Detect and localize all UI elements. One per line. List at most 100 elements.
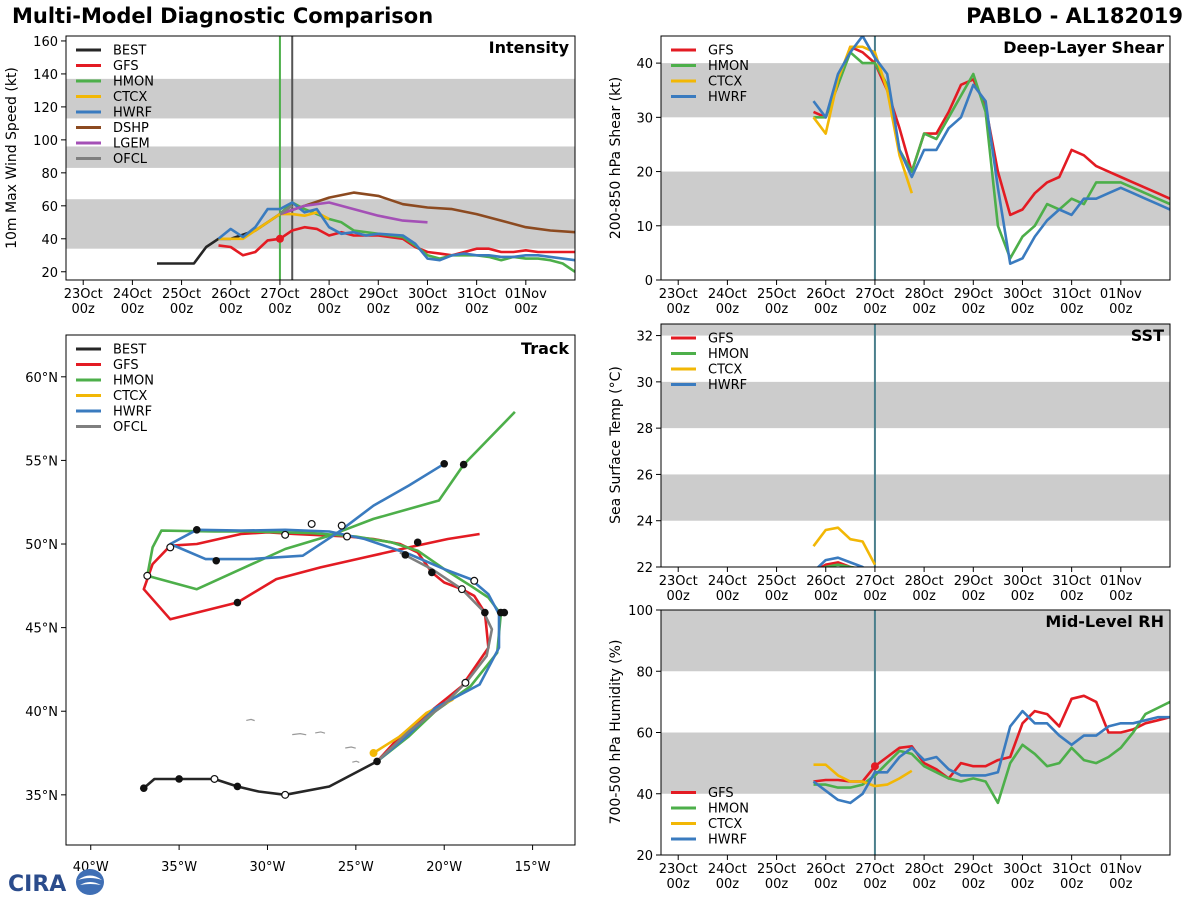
rh-xtick-hour: 00z [765, 877, 789, 892]
track-point-gfs-open [281, 530, 290, 539]
intensity-legend-label-ctcx: CTCX [113, 90, 147, 105]
intensity-legend-label-best: BEST [113, 44, 146, 59]
track-point-best-filled [233, 782, 242, 791]
intensity-xtick-date: 23Oct [64, 287, 103, 302]
intensity-ytick-label: 60 [41, 200, 58, 215]
rh-gfs-current-marker [870, 762, 879, 771]
rh-band-1 [661, 610, 1170, 672]
track-xtick-label: 35°W [161, 860, 197, 875]
track-point-hwrf-open [337, 521, 346, 530]
rh-ytick-label: 60 [636, 727, 653, 742]
rh-xtick-hour: 00z [1109, 877, 1133, 892]
rh-ytick-label: 100 [628, 605, 653, 619]
island-outline [246, 718, 255, 722]
track-point-best-filled [175, 775, 183, 783]
track-point-gfs-filled [413, 538, 422, 547]
rh-legend-label-ctcx: CTCX [708, 817, 742, 832]
track-point-ctcx-start [369, 749, 378, 758]
rh-title: Mid-Level RH [1045, 612, 1164, 631]
track-point-best-open [281, 790, 290, 799]
shear-ytick-label: 0 [645, 274, 653, 289]
track-point-gfs-open [343, 532, 352, 541]
sst-ytick-label: 32 [636, 330, 653, 345]
track-ytick-label: 40°N [25, 705, 58, 720]
rh-xtick-hour: 00z [912, 877, 936, 892]
track-point-ofcl-open [461, 678, 470, 687]
island-outline [315, 731, 326, 734]
shear-ytick-label: 30 [636, 111, 653, 126]
intensity-y-label: 10m Max Wind Speed (kt) [4, 67, 20, 249]
rh-xtick-date: 23Oct [659, 862, 698, 877]
intensity-ytick-label: 120 [33, 101, 58, 116]
sst-xtick-date: 30Oct [1003, 574, 1042, 589]
shear-xtick-date: 26Oct [806, 287, 845, 302]
cira-logo: CIRA [8, 869, 104, 897]
rh-xtick-hour: 00z [667, 877, 691, 892]
intensity-xtick-hour: 00z [268, 302, 292, 317]
rh-ytick-label: 20 [636, 849, 653, 864]
intensity-xtick-hour: 00z [121, 302, 145, 317]
shear-xtick-date: 24Oct [708, 287, 747, 302]
sst-xtick-date: 28Oct [905, 574, 944, 589]
intensity-ytick-label: 100 [33, 134, 58, 149]
track-point-hwrf-open [307, 519, 316, 528]
intensity-band-2 [66, 78, 575, 119]
shear-xtick-hour: 00z [1060, 302, 1084, 317]
intensity-legend-label-hmon: HMON [113, 75, 154, 90]
intensity-band-1 [66, 146, 575, 168]
rh-xtick-date: 27Oct [855, 862, 894, 877]
intensity-ytick-label: 20 [41, 266, 58, 281]
shear-xtick-hour: 00z [962, 302, 986, 317]
rh-xtick-hour: 00z [716, 877, 740, 892]
intensity-xtick-date: 29Oct [359, 287, 398, 302]
track-point-hwrf-filled [401, 551, 410, 559]
intensity-ytick-label: 40 [41, 233, 58, 248]
intensity-ytick-label: 140 [33, 68, 58, 83]
intensity-series-ctcx [218, 211, 330, 241]
rh-xtick-date: 30Oct [1003, 862, 1042, 877]
rh-xtick-date: 29Oct [954, 862, 993, 877]
intensity-chart: 2040608010012014016023Oct00z24Oct00z25Oc… [4, 35, 576, 317]
sst-band-1 [661, 381, 1170, 429]
intensity-xtick-hour: 00z [416, 302, 440, 317]
shear-band-1 [661, 63, 1170, 118]
rh-y-label: 700-500 hPa Humidity (%) [608, 640, 624, 825]
shear-y-label: 200-850 hPa Shear (kt) [608, 77, 624, 239]
track-point-ofcl-open [457, 585, 466, 594]
shear-legend-label-hmon: HMON [708, 59, 749, 74]
shear-xtick-date: 29Oct [954, 287, 993, 302]
rh-legend-label-hwrf: HWRF [708, 833, 747, 848]
shear-xtick-date: 30Oct [1003, 287, 1042, 302]
intensity-band-0 [66, 199, 575, 249]
shear-legend-label-gfs: GFS [708, 44, 734, 59]
intensity-xtick-hour: 00z [170, 302, 194, 317]
track-xtick-label: 40°W [73, 860, 109, 875]
sst-xtick-hour: 00z [863, 589, 887, 604]
track-ytick-label: 60°N [25, 371, 58, 386]
track-xtick-label: 30°W [250, 860, 286, 875]
sst-xtick-date: 25Oct [757, 574, 796, 589]
sst-xtick-date: 29Oct [954, 574, 993, 589]
rh-series-ctcx [813, 763, 913, 788]
rh-legend-label-hmon: HMON [708, 802, 749, 817]
shear-xtick-date: 28Oct [905, 287, 944, 302]
intensity-ytick-label: 160 [33, 35, 58, 50]
intensity-xtick-date: 27Oct [260, 287, 299, 302]
rh-ytick-label: 40 [636, 788, 653, 803]
sst-xtick-date: 26Oct [806, 574, 845, 589]
shear-xtick-hour: 00z [716, 302, 740, 317]
sst-ytick-label: 22 [636, 561, 653, 576]
shear-series-hwrf [812, 36, 1170, 265]
track-point-hwrf-filled [192, 526, 201, 534]
intensity-xtick-hour: 00z [514, 302, 538, 317]
sst-ytick-label: 28 [636, 422, 653, 437]
intensity-xtick-date: 28Oct [310, 287, 349, 302]
intensity-legend-label-dshp: DSHP [113, 121, 149, 136]
sst-band-2 [661, 324, 1170, 336]
page-title: Multi-Model Diagnostic Comparison [12, 4, 434, 28]
shear-xtick-date: 25Oct [757, 287, 796, 302]
rh-xtick-hour: 00z [1011, 877, 1035, 892]
rh-legend-label-gfs: GFS [708, 786, 734, 801]
sst-xtick-date: 23Oct [659, 574, 698, 589]
track-point-hwrf-filled [500, 608, 509, 617]
